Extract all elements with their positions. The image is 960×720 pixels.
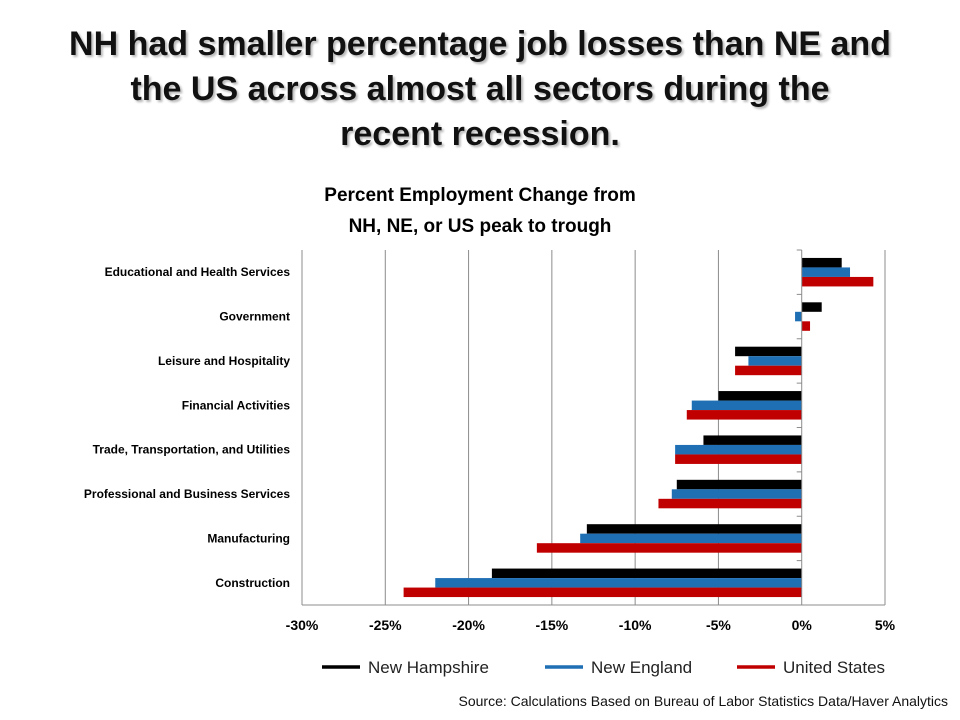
legend-label: United States [783,658,885,677]
slide-title: NH had smaller percentage job losses tha… [40,22,920,157]
x-tick-label: -10% [619,617,652,633]
slide-title-line-3: recent recession. [340,115,620,153]
category-label: Financial Activities [182,398,291,412]
x-tick-label: -30% [286,617,319,633]
bar [671,489,802,499]
x-tick-label: 0% [792,617,813,633]
legend-label: New Hampshire [368,658,489,677]
bar [676,479,802,490]
axes [302,249,885,606]
category-label: Leisure and Hospitality [158,354,290,368]
bar [403,587,802,598]
bar [718,391,802,401]
bar [435,578,802,588]
bar [735,365,802,376]
category-label: Construction [215,576,290,590]
category-label: Government [219,310,290,324]
bar [675,454,802,464]
category-label: Professional and Business Services [84,487,290,501]
x-tick-label: -15% [536,617,569,633]
x-tick-label: -20% [452,617,485,633]
bar [703,435,802,445]
bar [491,568,802,579]
bar [801,267,851,277]
bar [686,410,802,420]
bar [658,498,802,509]
bar [735,346,802,357]
bar [691,400,802,411]
legend: New Hampshire New England United States [322,658,885,677]
bar [801,257,842,268]
chart-title-line-1: Percent Employment Change from [324,185,636,206]
slide-title-line-2: the US across almost all sectors during … [130,70,830,108]
bar [795,311,802,322]
category-label: Educational and Health Services [105,265,291,279]
slide-title-line-1: NH had smaller percentage job losses tha… [69,25,891,63]
axis-labels: Educational and Health Services Governmen… [84,265,896,633]
category-label: Manufacturing [207,531,290,545]
chart-title: Percent Employment Change from NH, NE, o… [230,180,730,242]
bar [748,356,802,366]
x-tick-label: 5% [875,617,896,633]
category-label: Trade, Transportation, and Utilities [93,443,291,457]
bar [801,321,811,331]
bar [675,444,802,455]
bar [586,524,802,534]
bar [801,302,822,312]
legend-label: New England [591,658,692,677]
bar [801,276,874,287]
bar [580,533,802,544]
x-tick-label: -5% [706,617,731,633]
source-note: Source: Calculations Based on Bureau of … [458,693,948,709]
chart-title-line-2: NH, NE, or US peak to trough [348,216,612,237]
bar [536,543,802,553]
x-tick-label: -25% [369,617,402,633]
bars [403,257,874,598]
